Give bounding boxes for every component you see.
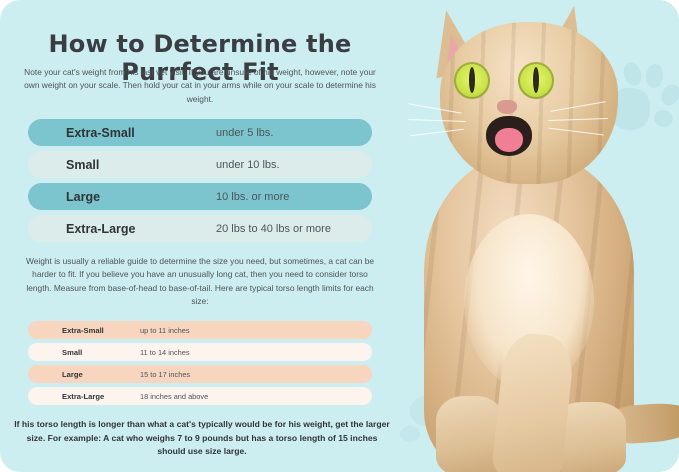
row-size-label: Extra-Large (66, 221, 136, 236)
row-size-label: Large (62, 369, 83, 379)
table-row: Small 11 to 14 inches (28, 343, 372, 361)
page-title: How to Determine the Purrfect Fit (48, 30, 352, 86)
row-size-value: 11 to 14 inches (140, 347, 190, 357)
cat-pupil-left (469, 67, 475, 93)
row-size-value: under 5 lbs. (216, 126, 274, 139)
table-row: Extra-Large 18 inches and above (28, 387, 372, 405)
cat-pupil-right (533, 67, 539, 93)
row-size-value: 15 to 17 inches (140, 369, 191, 379)
table-row: Large 10 lbs. or more (28, 183, 372, 210)
mid-note-paragraph: Weight is usually a reliable guide to de… (25, 256, 375, 307)
cat-nose (497, 100, 517, 114)
cat-illustration (402, 1, 679, 472)
cat-tongue (495, 128, 523, 152)
row-size-value: up to 11 inches (140, 325, 190, 335)
row-size-label: Small (66, 157, 100, 172)
table-row: Extra-Small under 5 lbs. (28, 119, 372, 146)
intro-paragraph: Note your cat's weight from his last vet… (24, 67, 376, 104)
torso-length-table: Extra-Small up to 11 inches Small 11 to 14 … (28, 321, 372, 409)
cat-photo-panel (396, 0, 679, 472)
row-size-value: 10 lbs. or more (216, 190, 290, 203)
table-row: Extra-Small up to 11 inches (28, 321, 372, 339)
row-size-label: Small (62, 347, 83, 357)
row-size-label: Large (66, 189, 101, 204)
row-size-label: Extra-Small (62, 325, 104, 335)
footer-note-paragraph: If his torso length is longer than what … (14, 419, 390, 457)
row-size-value: 18 inches and above (140, 391, 209, 401)
row-size-value: 20 lbs to 40 lbs or more (216, 222, 331, 235)
table-row: Large 15 to 17 inches (28, 365, 372, 383)
row-size-label: Extra-Small (66, 125, 135, 140)
row-size-value: under 10 lbs. (216, 158, 280, 171)
table-row: Small under 10 lbs. (28, 151, 372, 178)
row-size-label: Extra-Large (62, 391, 105, 401)
content-column: How to Determine the Purrfect Fit Note y… (14, 30, 390, 457)
table-row: Extra-Large 20 lbs to 40 lbs or more (28, 215, 372, 242)
weight-size-table: Extra-Small under 5 lbs. Small under 10 lbs… (28, 119, 372, 247)
